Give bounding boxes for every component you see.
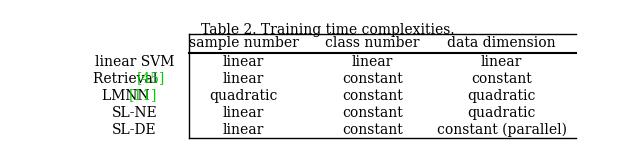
Text: linear: linear [352, 55, 394, 69]
Text: constant: constant [342, 72, 403, 86]
Text: Table 2. Training time complexities.: Table 2. Training time complexities. [201, 23, 455, 37]
Text: SL-DE: SL-DE [112, 123, 157, 137]
Text: constant: constant [471, 72, 532, 86]
Text: linear: linear [223, 106, 264, 120]
Text: quadratic: quadratic [467, 89, 536, 103]
Text: sample number: sample number [189, 36, 299, 50]
Text: constant: constant [342, 106, 403, 120]
Text: quadratic: quadratic [467, 106, 536, 120]
Text: [45]: [45] [137, 72, 166, 86]
Text: linear: linear [223, 72, 264, 86]
Text: linear: linear [223, 123, 264, 137]
Text: quadratic: quadratic [209, 89, 278, 103]
Text: constant: constant [342, 123, 403, 137]
Text: linear: linear [481, 55, 522, 69]
Text: constant (parallel): constant (parallel) [436, 122, 566, 137]
Text: linear SVM: linear SVM [95, 55, 174, 69]
Text: Retrieval: Retrieval [93, 72, 162, 86]
Text: constant: constant [342, 89, 403, 103]
Text: [11]: [11] [129, 89, 157, 103]
Text: linear: linear [223, 55, 264, 69]
Text: SL-NE: SL-NE [112, 106, 157, 120]
Text: class number: class number [325, 36, 420, 50]
Text: data dimension: data dimension [447, 36, 556, 50]
Text: LMNN: LMNN [102, 89, 154, 103]
